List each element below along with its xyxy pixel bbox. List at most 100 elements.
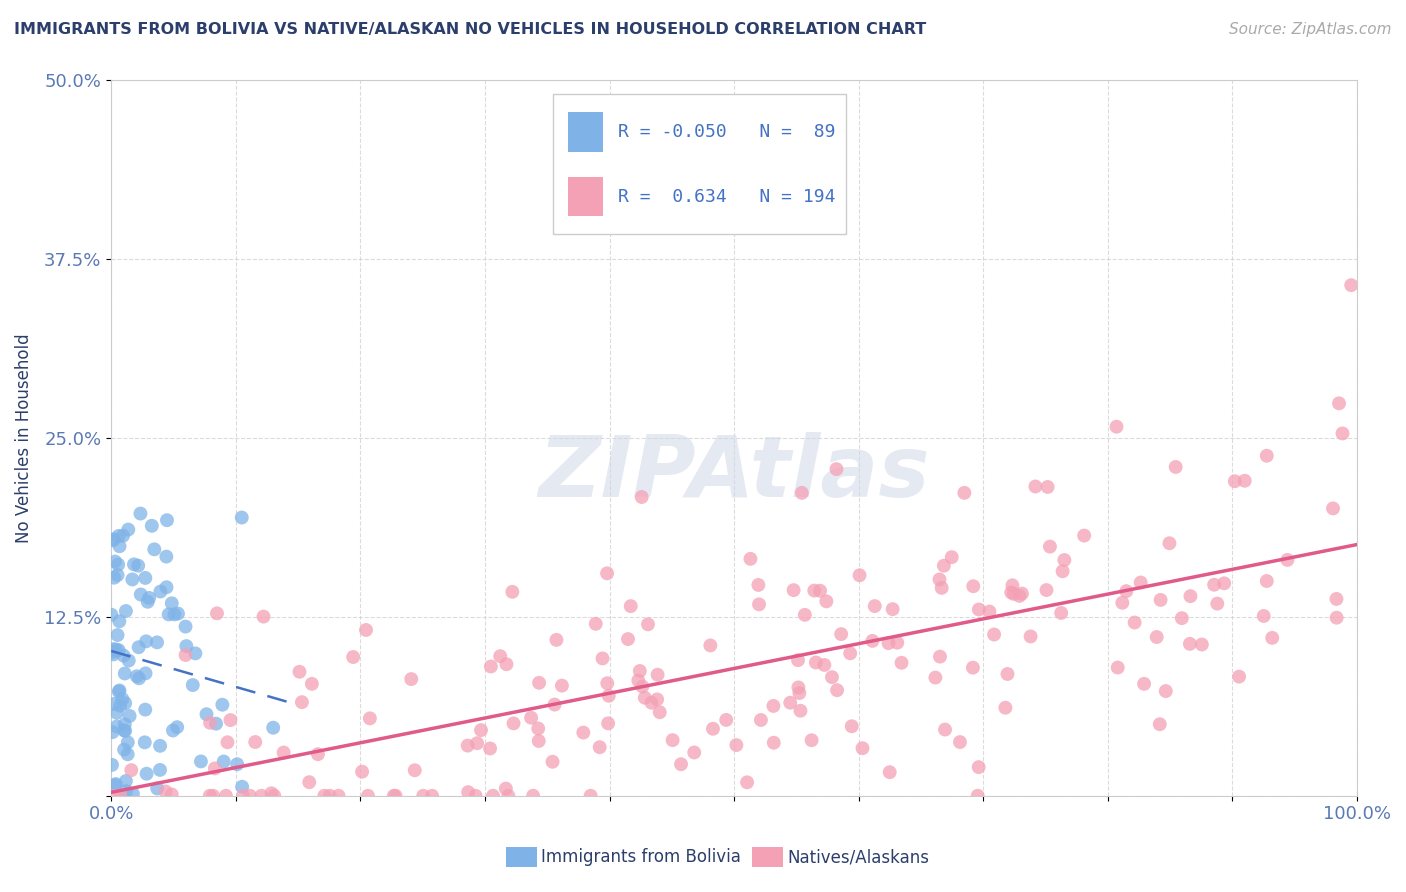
Point xyxy=(104,778,127,792)
Point xyxy=(135,666,157,681)
Point xyxy=(352,764,374,779)
Point xyxy=(239,789,262,803)
Text: Source: ZipAtlas.com: Source: ZipAtlas.com xyxy=(1229,22,1392,37)
Point xyxy=(359,711,381,725)
Point xyxy=(120,763,142,777)
Point xyxy=(1024,479,1046,493)
Bar xyxy=(568,112,603,152)
Point xyxy=(122,558,145,572)
Point xyxy=(522,789,544,803)
FancyBboxPatch shape xyxy=(554,95,846,234)
Point xyxy=(803,583,825,598)
Point xyxy=(1277,553,1299,567)
Point xyxy=(231,510,253,524)
Point xyxy=(357,789,380,803)
Point xyxy=(1008,589,1031,603)
Point xyxy=(108,683,131,698)
Point xyxy=(211,698,233,712)
Point xyxy=(404,764,426,778)
Point xyxy=(1256,449,1278,463)
Point xyxy=(1206,597,1229,611)
Point xyxy=(205,716,228,731)
Point xyxy=(572,725,595,739)
Point xyxy=(647,667,669,681)
Point xyxy=(307,747,329,761)
Point xyxy=(789,686,811,700)
Point xyxy=(617,632,640,646)
Point xyxy=(1164,459,1187,474)
Point xyxy=(149,584,172,599)
Point xyxy=(117,523,139,537)
Point xyxy=(342,650,364,665)
Point xyxy=(1107,660,1129,674)
Point xyxy=(198,789,221,803)
Point xyxy=(1149,593,1171,607)
Point xyxy=(924,671,946,685)
Point xyxy=(167,607,190,621)
Point xyxy=(994,700,1017,714)
Point xyxy=(551,679,574,693)
Point xyxy=(1331,426,1354,441)
Point xyxy=(134,571,156,585)
Point xyxy=(762,698,785,713)
Point xyxy=(498,789,520,803)
Point xyxy=(716,713,738,727)
Point xyxy=(841,719,863,733)
Point xyxy=(800,733,823,747)
Point xyxy=(103,642,125,657)
Point xyxy=(1036,480,1059,494)
Point xyxy=(108,684,131,698)
Point xyxy=(155,784,177,798)
Point xyxy=(457,785,479,799)
Point xyxy=(118,654,141,668)
Point xyxy=(174,619,197,633)
Point xyxy=(804,656,827,670)
Point xyxy=(215,789,238,803)
Point xyxy=(1327,396,1350,410)
Point xyxy=(489,649,512,664)
Point xyxy=(108,698,131,713)
Point xyxy=(983,627,1005,641)
Point xyxy=(932,558,955,573)
Text: R =  0.634   N = 194: R = 0.634 N = 194 xyxy=(619,187,835,206)
Point xyxy=(1039,540,1062,554)
Point xyxy=(825,683,848,698)
Point xyxy=(1326,610,1348,624)
Point xyxy=(1000,585,1022,599)
Point xyxy=(107,558,129,572)
Point xyxy=(149,739,172,753)
Point xyxy=(1180,589,1202,603)
Point xyxy=(114,717,136,731)
Point xyxy=(702,722,724,736)
Point xyxy=(136,595,159,609)
Point xyxy=(115,784,138,798)
Point xyxy=(1223,475,1246,489)
Point xyxy=(134,735,156,749)
Point xyxy=(262,721,284,735)
Point xyxy=(100,607,122,622)
Point xyxy=(135,634,157,648)
Point xyxy=(401,672,423,686)
Point xyxy=(808,583,831,598)
Point xyxy=(669,757,692,772)
Point xyxy=(155,580,177,594)
Point xyxy=(596,676,619,690)
Point xyxy=(146,781,169,796)
Point xyxy=(748,598,770,612)
Point xyxy=(931,581,953,595)
Point xyxy=(105,719,128,733)
Point xyxy=(160,596,183,610)
Point xyxy=(163,607,186,622)
Point xyxy=(103,571,125,585)
Point xyxy=(1159,536,1181,550)
Point xyxy=(260,786,283,800)
Point xyxy=(252,609,274,624)
Point xyxy=(135,766,157,780)
Point xyxy=(967,602,990,616)
Point xyxy=(830,627,852,641)
Point xyxy=(103,789,125,803)
Point xyxy=(112,742,135,756)
Point xyxy=(1011,586,1033,600)
Point xyxy=(979,605,1001,619)
Point xyxy=(1052,564,1074,578)
